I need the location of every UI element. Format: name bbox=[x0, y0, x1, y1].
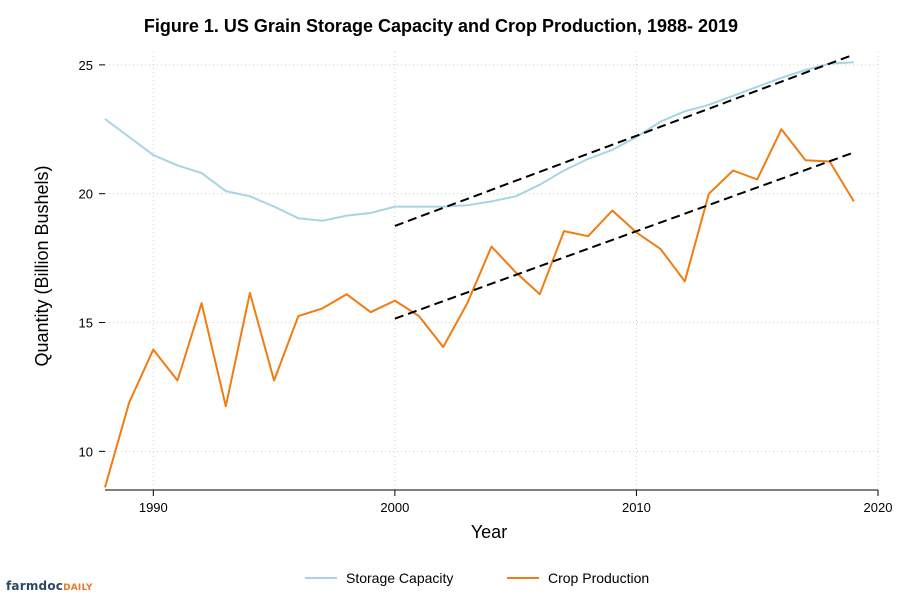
plot-area: 10 15 20 25 1990 2000 2010 2020 bbox=[79, 52, 893, 515]
y-tick-label-10: 10 bbox=[79, 444, 93, 459]
legend-label-storage-capacity: Storage Capacity bbox=[346, 570, 453, 586]
trendlines bbox=[394, 53, 855, 320]
y-axis-title: Quantity (Billion Bushels) bbox=[32, 165, 52, 366]
series-line-crop-production bbox=[104, 128, 855, 488]
x-axis-title: Year bbox=[471, 522, 507, 542]
farmdoc-daily-logo: farmdocDAILY bbox=[6, 579, 93, 593]
x-tick-label-2010: 2010 bbox=[622, 500, 651, 515]
logo-sub-text: DAILY bbox=[63, 583, 93, 593]
series bbox=[104, 61, 855, 488]
x-tick-label-2020: 2020 bbox=[864, 500, 893, 515]
logo-main-text: farmdoc bbox=[6, 579, 64, 593]
series-line-storage-capacity bbox=[104, 61, 854, 222]
x-tick-label-2000: 2000 bbox=[380, 500, 409, 515]
trendline-crop-production-trend bbox=[394, 151, 855, 320]
y-tick-label-20: 20 bbox=[79, 187, 93, 202]
legend: Storage Capacity Crop Production bbox=[305, 570, 649, 586]
y-tick-label-15: 15 bbox=[79, 316, 93, 331]
legend-label-crop-production: Crop Production bbox=[548, 570, 649, 586]
x-tick-label-1990: 1990 bbox=[139, 500, 168, 515]
y-tick-label-25: 25 bbox=[79, 58, 93, 73]
chart-title: Figure 1. US Grain Storage Capacity and … bbox=[144, 16, 738, 36]
axis-ticks: 10 15 20 25 1990 2000 2010 2020 bbox=[79, 58, 893, 515]
trendline-storage-capacity-trend bbox=[394, 53, 855, 227]
